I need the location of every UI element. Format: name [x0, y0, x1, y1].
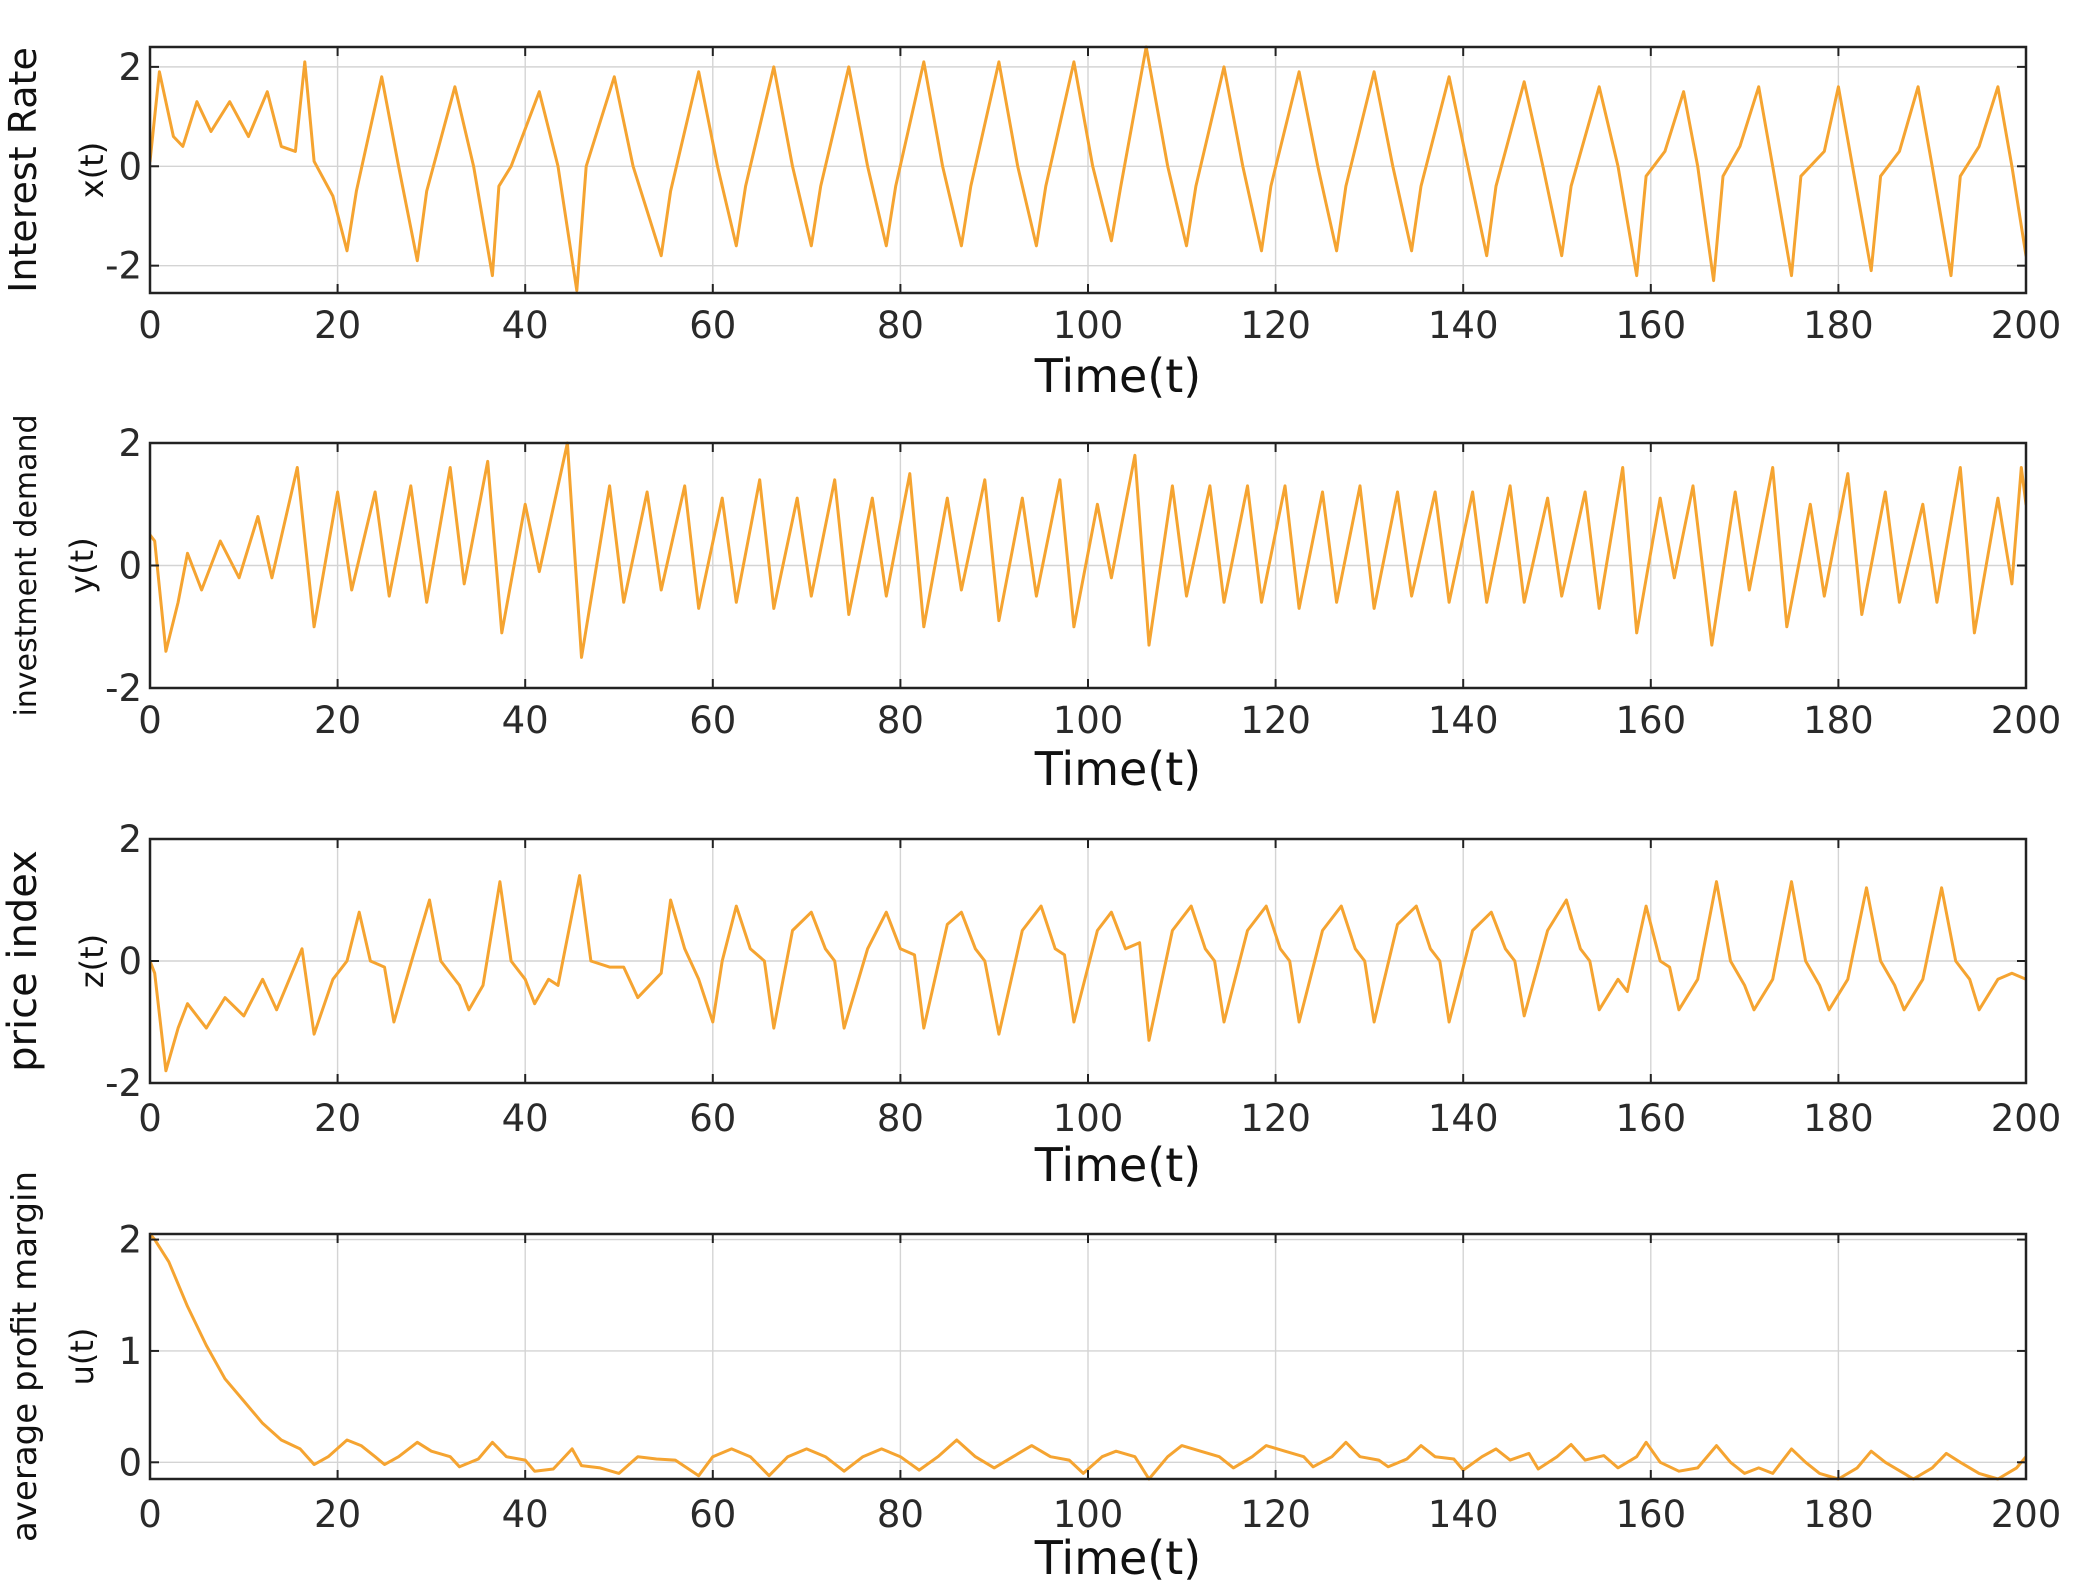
x-tick-label: 60 [689, 1493, 736, 1536]
x-tick-label: 80 [877, 1493, 924, 1536]
x-tick-label: 100 [1053, 1097, 1124, 1140]
x-tick-label: 40 [502, 1097, 549, 1140]
subplot-x: 0 20 40 60 80 100 120 140 160 180 200 -2 0 2 Time(t) In… [1, 45, 2062, 403]
y-tick-label: 0 [118, 1441, 142, 1484]
x-tick-label: 160 [1615, 304, 1686, 347]
x-tick-label: 200 [1991, 1493, 2062, 1536]
x-axis-label: Time(t) [1034, 1138, 1202, 1192]
x-tick-label: 40 [502, 699, 549, 742]
x-tick-label: 80 [877, 1097, 924, 1140]
y-tick-label: -2 [105, 245, 142, 288]
x-tick-label: 60 [689, 699, 736, 742]
x-tick-label: 0 [138, 304, 162, 347]
y-axis-symbol-label: y(t) [63, 537, 101, 593]
x-tick-label: 120 [1240, 699, 1311, 742]
x-tick-label: 160 [1615, 1493, 1686, 1536]
x-tick-label: 0 [138, 1097, 162, 1140]
x-tick-label: 120 [1240, 304, 1311, 347]
x-tick-label: 140 [1428, 1097, 1499, 1140]
x-tick-label: 40 [502, 1493, 549, 1536]
y-tick-label: 2 [118, 422, 142, 465]
y-tick-label: 1 [118, 1330, 142, 1373]
x-tick-label: 20 [314, 1493, 361, 1536]
x-tick-label: 0 [138, 699, 162, 742]
y-axis-symbol-label: x(t) [73, 142, 111, 198]
y-axis-label: Interest Rate [1, 47, 45, 293]
x-axis-label: Time(t) [1034, 1531, 1202, 1585]
x-tick-label: 200 [1991, 304, 2062, 347]
x-tick-label: 120 [1240, 1493, 1311, 1536]
y-tick-label: 2 [118, 46, 142, 89]
y-tick-label: 0 [118, 145, 142, 188]
x-tick-label: 140 [1428, 699, 1499, 742]
x-tick-label: 80 [877, 699, 924, 742]
x-tick-label: 140 [1428, 304, 1499, 347]
x-tick-label: 160 [1615, 1097, 1686, 1140]
x-tick-label: 180 [1803, 1493, 1874, 1536]
y-axis-label: price index [0, 850, 46, 1072]
y-axis-symbol-label: u(t) [63, 1328, 101, 1386]
y-tick-label: 0 [118, 545, 142, 588]
y-tick-label: 0 [118, 940, 142, 983]
x-tick-label: 20 [314, 699, 361, 742]
x-tick-label: 200 [1991, 699, 2062, 742]
y-tick-label: 2 [118, 1219, 142, 1262]
y-axis-symbol-label: z(t) [73, 934, 111, 988]
x-tick-label: 160 [1615, 699, 1686, 742]
x-tick-label: 180 [1803, 699, 1874, 742]
x-tick-label: 100 [1053, 699, 1124, 742]
x-tick-label: 20 [314, 304, 361, 347]
x-tick-label: 200 [1991, 1097, 2062, 1140]
series-line-y [150, 441, 2026, 659]
subplots-container: 0 20 40 60 80 100 120 140 160 180 200-202Time(t)In… [0, 45, 2062, 1585]
y-axis-label: investment demand [9, 414, 44, 716]
x-tick-label: 100 [1053, 304, 1124, 347]
x-tick-label: 100 [1053, 1493, 1124, 1536]
x-tick-label: 180 [1803, 1097, 1874, 1140]
y-axis-label: average profit margin [5, 1171, 45, 1542]
series-line-x [150, 45, 2026, 292]
series-line-z [150, 874, 2026, 1073]
x-tick-label: 0 [138, 1493, 162, 1536]
x-tick-label: 60 [689, 1097, 736, 1140]
x-axis-label: Time(t) [1034, 349, 1202, 403]
x-tick-label: 20 [314, 1097, 361, 1140]
x-tick-label: 180 [1803, 304, 1874, 347]
x-tick-label: 40 [502, 304, 549, 347]
subplot-y: 0 20 40 60 80 100 120 140 160 180 200-202Time(t)in… [9, 414, 2061, 796]
y-tick-label: -2 [105, 667, 142, 710]
x-tick-label: 60 [689, 304, 736, 347]
y-tick-label: -2 [105, 1062, 142, 1105]
series-line-u [150, 1232, 2026, 1481]
y-tick-label: 2 [118, 818, 142, 861]
subplot-z: 0 20 40 60 80 100 120 140 160 180 200-202Time(t)pr… [0, 818, 2061, 1192]
subplot-u: 0 20 40 60 80 100 120 140 160 180 200 0 1 2 Time(t) ave… [5, 1171, 2061, 1585]
x-tick-label: 80 [877, 304, 924, 347]
x-tick-label: 120 [1240, 1097, 1311, 1140]
x-axis-label: Time(t) [1034, 742, 1202, 796]
x-tick-label: 140 [1428, 1493, 1499, 1536]
